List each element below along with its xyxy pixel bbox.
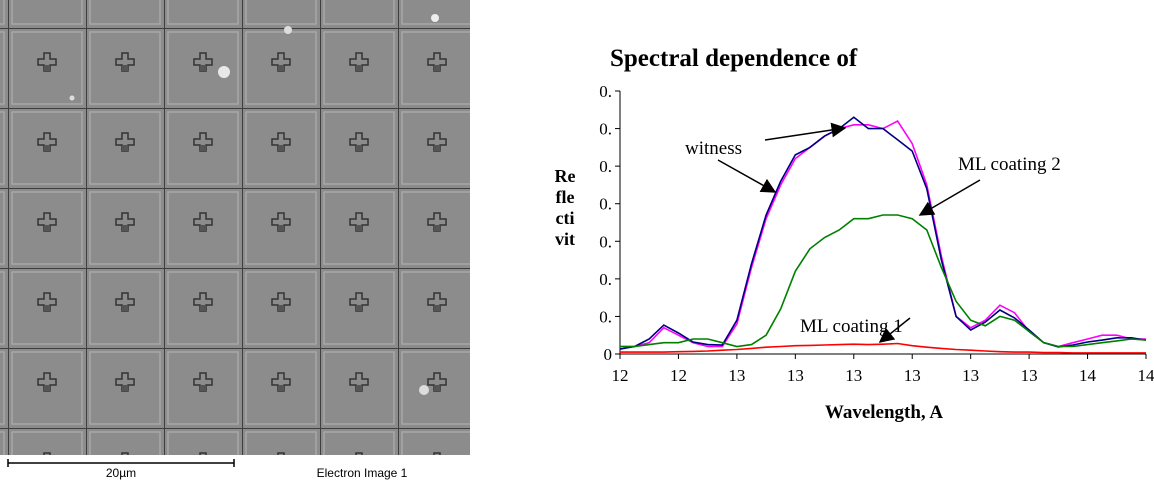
x-tick-label: 14 [1138, 366, 1154, 385]
y-axis-label-line: cti [556, 208, 575, 228]
y-tick-label: 0. [599, 195, 612, 214]
annotation-arrows [717, 122, 981, 343]
annotation: ML coating 1 [800, 316, 903, 337]
x-tick-label: 13 [962, 366, 979, 385]
x-tick-label: 12 [612, 366, 629, 385]
x-axis-label: Wavelength, A [825, 402, 944, 423]
y-tick-label: 0 [604, 345, 613, 364]
x-tick-label: 13 [728, 366, 745, 385]
series-line [620, 214, 1147, 348]
y-tick-label: 0. [599, 307, 612, 326]
y-tick-label: 0. [599, 157, 612, 176]
y-tick-label: 0. [599, 270, 612, 289]
y-axis-label-line: vit [555, 229, 575, 249]
scale-bar-label: 20µm [106, 466, 136, 480]
x-tick-label: 13 [904, 366, 921, 385]
sem-image: 20µm Electron Image 1 [0, 0, 470, 480]
x-tick-label: 14 [1079, 366, 1097, 385]
image-caption: Electron Image 1 [317, 466, 408, 480]
y-tick-label: 0. [599, 232, 612, 251]
annotation: witness [685, 138, 742, 159]
x-tick-label: 12 [670, 366, 687, 385]
chart-title: Spectral dependence of [610, 45, 858, 72]
x-tick-label: 13 [1021, 366, 1038, 385]
x-tick-label: 13 [845, 366, 862, 385]
y-tick-label: 0. [599, 120, 612, 139]
x-tick-label: 13 [787, 366, 804, 385]
annotation: ML coating 2 [958, 154, 1061, 175]
y-tick-label: 0. [599, 82, 612, 101]
plot: 0 0. 0. 0. 0. 0. 0. 0. 12 12 13 13 13 13 13 13 14 14 witne… [599, 82, 1154, 385]
series-line [620, 342, 1146, 354]
y-axis-label-line: Re [555, 166, 576, 186]
y-axis-label-line: fle [556, 187, 575, 207]
